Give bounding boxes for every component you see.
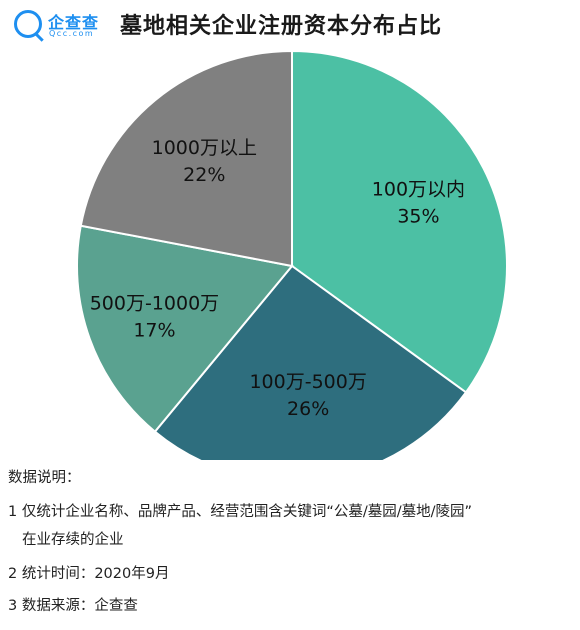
- slice-value-label: 26%: [287, 398, 329, 420]
- slice-value-label: 22%: [183, 164, 225, 186]
- magnifier-icon: [14, 10, 42, 38]
- logo-name: 企查查: [48, 13, 100, 32]
- qcc-logo: 企查查 Qcc.com: [14, 8, 110, 44]
- pie-chart: 100万以内 35% 100万-500万 26% 500万-1000万 17% 1000万以…: [76, 49, 508, 460]
- slice-category-label: 100万以内: [372, 179, 465, 201]
- slice-category-label: 500万-1000万: [90, 293, 219, 315]
- notes-heading: 数据说明：: [8, 470, 81, 486]
- notes-line-1-cont: 在业存续的企业: [22, 532, 124, 548]
- chart-title: 墓地相关企业注册资本分布占比: [120, 14, 443, 39]
- pie-slice: [76, 224, 294, 434]
- pie-slice: [153, 264, 468, 460]
- pie-slice: [79, 49, 293, 268]
- pie-slice: [291, 49, 508, 394]
- slice-category-label: 100万-500万: [249, 371, 366, 393]
- notes-line-1: 1 仅统计企业名称、品牌产品、经营范围含关键词“公墓/墓园/墓地/陵园”: [8, 504, 473, 520]
- notes-line-3: 3 数据来源：企查查: [8, 598, 138, 614]
- slice-category-label: 1000万以上: [152, 137, 257, 159]
- logo-domain: Qcc.com: [49, 29, 95, 38]
- header: 企查查 Qcc.com 墓地相关企业注册资本分布占比: [0, 0, 580, 52]
- slice-value-label: 35%: [397, 206, 439, 228]
- notes-line-2: 2 统计时间：2020年9月: [8, 566, 170, 582]
- slice-value-label: 17%: [133, 320, 175, 342]
